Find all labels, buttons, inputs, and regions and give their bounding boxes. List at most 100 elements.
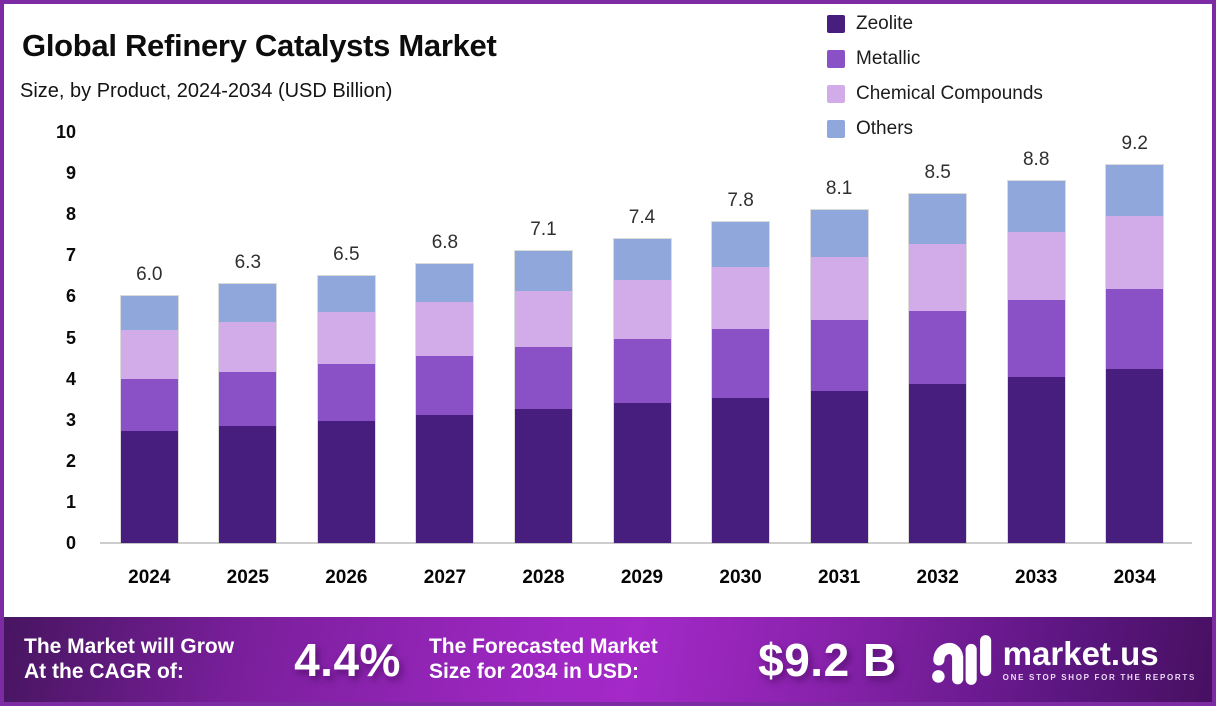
y-axis-tick-9: 9 xyxy=(65,163,76,184)
bar-total-label: 7.8 xyxy=(727,190,754,212)
y-axis-tick-2: 2 xyxy=(65,450,76,471)
bar-stack xyxy=(909,193,967,543)
bar-segment-others xyxy=(712,222,770,268)
cagr-value: 4.4% xyxy=(294,633,401,686)
x-axis-line xyxy=(100,542,1192,544)
bar-segment-metallic xyxy=(1106,289,1164,370)
forecast-label-line2: Size for 2034 in USD: xyxy=(428,659,639,683)
marketus-logo: market.us ONE STOP SHOP FOR THE REPORTS xyxy=(931,633,1196,687)
x-axis-label-2030: 2030 xyxy=(719,567,762,588)
x-axis-label-2027: 2027 xyxy=(423,567,467,588)
bar-segment-zeolite xyxy=(810,391,868,543)
bar-segment-chemical-compounds xyxy=(1106,216,1164,290)
bar-stack xyxy=(317,275,375,543)
x-axis-label-2029: 2029 xyxy=(620,567,664,588)
bar-segment-zeolite xyxy=(317,420,375,543)
bar-segment-metallic xyxy=(120,378,178,431)
bar-segment-others xyxy=(1007,181,1065,232)
chart-legend: Zeolite Metallic Chemical Compounds Others xyxy=(827,13,1043,154)
bar-segment-metallic xyxy=(909,310,967,384)
legend-item-chemical-compounds: Chemical Compounds xyxy=(827,83,1043,104)
bar-total-label: 8.1 xyxy=(825,178,853,200)
x-axis-label-2032: 2032 xyxy=(916,567,959,588)
x-axis-label-2031: 2031 xyxy=(817,567,861,588)
bar-stack xyxy=(712,222,770,543)
legend-item-zeolite: Zeolite xyxy=(827,13,1043,34)
bar-segment-others xyxy=(613,238,671,280)
bar-stack xyxy=(120,296,178,543)
legend-label: Chemical Compounds xyxy=(856,83,1043,104)
bar-group-2025: 6.3 2025 xyxy=(199,132,298,588)
x-axis-label-2025: 2025 xyxy=(226,567,269,588)
bar-total-label: 6.8 xyxy=(431,231,459,253)
x-axis-label-2026: 2026 xyxy=(325,567,368,588)
bar-segment-metallic xyxy=(514,346,572,410)
bar-stack xyxy=(613,238,671,543)
bar-stack xyxy=(416,263,474,543)
legend-label: Others xyxy=(856,118,914,139)
bar-total-label: 9.2 xyxy=(1121,132,1148,154)
bar-segment-chemical-compounds xyxy=(514,291,572,347)
bar-stack xyxy=(1106,164,1164,543)
legend-label: Zeolite xyxy=(856,13,914,34)
bar-group-2031: 8.1 2031 xyxy=(790,132,889,588)
legend-item-others: Others xyxy=(827,118,1043,139)
forecast-label: The Forecasted Market Size for 2034 in U… xyxy=(429,635,712,685)
x-axis-label-2034: 2034 xyxy=(1113,567,1156,588)
y-axis-tick-1: 1 xyxy=(65,491,76,512)
legend-swatch-icon xyxy=(827,50,845,68)
bar-segment-zeolite xyxy=(514,409,572,543)
bar-total-label: 7.1 xyxy=(530,219,557,241)
marketus-logo-text: market.us xyxy=(1002,635,1159,672)
forecast-value: $9.2 B xyxy=(758,633,897,686)
bar-segment-chemical-compounds xyxy=(416,301,474,356)
bar-segment-chemical-compounds xyxy=(219,321,277,373)
legend-item-metallic: Metallic xyxy=(827,48,1043,69)
chart-section: Global Refinery Catalysts Market Size, b… xyxy=(4,4,1212,617)
bar-segment-chemical-compounds xyxy=(613,279,671,340)
bar-segment-metallic xyxy=(416,355,474,416)
marketus-logo-text-group: market.us ONE STOP SHOP FOR THE REPORTS xyxy=(1003,637,1196,682)
bar-segment-metallic xyxy=(712,329,770,398)
bar-segment-zeolite xyxy=(909,383,967,543)
bar-segment-zeolite xyxy=(712,397,770,543)
bar-segment-metallic xyxy=(810,319,868,392)
bar-group-2032: 8.5 2032 xyxy=(888,132,987,588)
bar-group-2027: 6.8 2027 xyxy=(396,132,495,588)
bar-segment-zeolite xyxy=(613,403,671,543)
legend-swatch-icon xyxy=(827,85,845,103)
bar-chart-plot-area: 6.0 2024 6.3 2025 6.5 2026 6.8 2027 7.1 2028 7.4 20… xyxy=(100,132,1184,588)
marketus-logo-tagline: ONE STOP SHOP FOR THE REPORTS xyxy=(1002,673,1196,682)
y-axis-tick-4: 4 xyxy=(65,368,76,389)
bar-group-2029: 7.4 2029 xyxy=(593,132,692,588)
marketus-logo-icon xyxy=(931,634,991,685)
bar-segment-zeolite xyxy=(1007,377,1065,543)
bar-total-label: 8.8 xyxy=(1022,149,1050,171)
bar-group-2030: 7.8 2030 xyxy=(691,132,790,588)
forecast-label-line1: The Forecasted Market xyxy=(428,634,658,658)
bar-group-2034: 9.2 2034 xyxy=(1085,132,1184,588)
bar-stack xyxy=(810,210,868,543)
bar-segment-chemical-compounds xyxy=(120,330,178,379)
legend-swatch-icon xyxy=(827,120,845,138)
legend-label: Metallic xyxy=(856,48,921,69)
bar-total-label: 6.3 xyxy=(234,252,262,274)
bar-segment-zeolite xyxy=(416,415,474,543)
bar-group-2033: 8.8 2033 xyxy=(987,132,1086,588)
bar-segment-zeolite xyxy=(1106,369,1164,543)
bar-segment-chemical-compounds xyxy=(1007,231,1065,301)
bar-segment-others xyxy=(317,275,375,313)
y-axis-tick-5: 5 xyxy=(65,327,76,348)
bar-total-label: 7.4 xyxy=(628,206,656,228)
bar-segment-others xyxy=(219,284,277,322)
bar-segment-metallic xyxy=(219,372,277,426)
bar-segment-zeolite xyxy=(120,430,178,543)
bar-segment-others xyxy=(810,210,868,257)
bar-group-2024: 6.0 2024 xyxy=(100,132,199,588)
y-axis-tick-6: 6 xyxy=(65,286,76,307)
bar-segment-others xyxy=(1106,164,1164,217)
bar-group-2026: 6.5 2026 xyxy=(297,132,396,588)
bar-segment-chemical-compounds xyxy=(712,267,770,330)
legend-swatch-icon xyxy=(827,15,845,33)
